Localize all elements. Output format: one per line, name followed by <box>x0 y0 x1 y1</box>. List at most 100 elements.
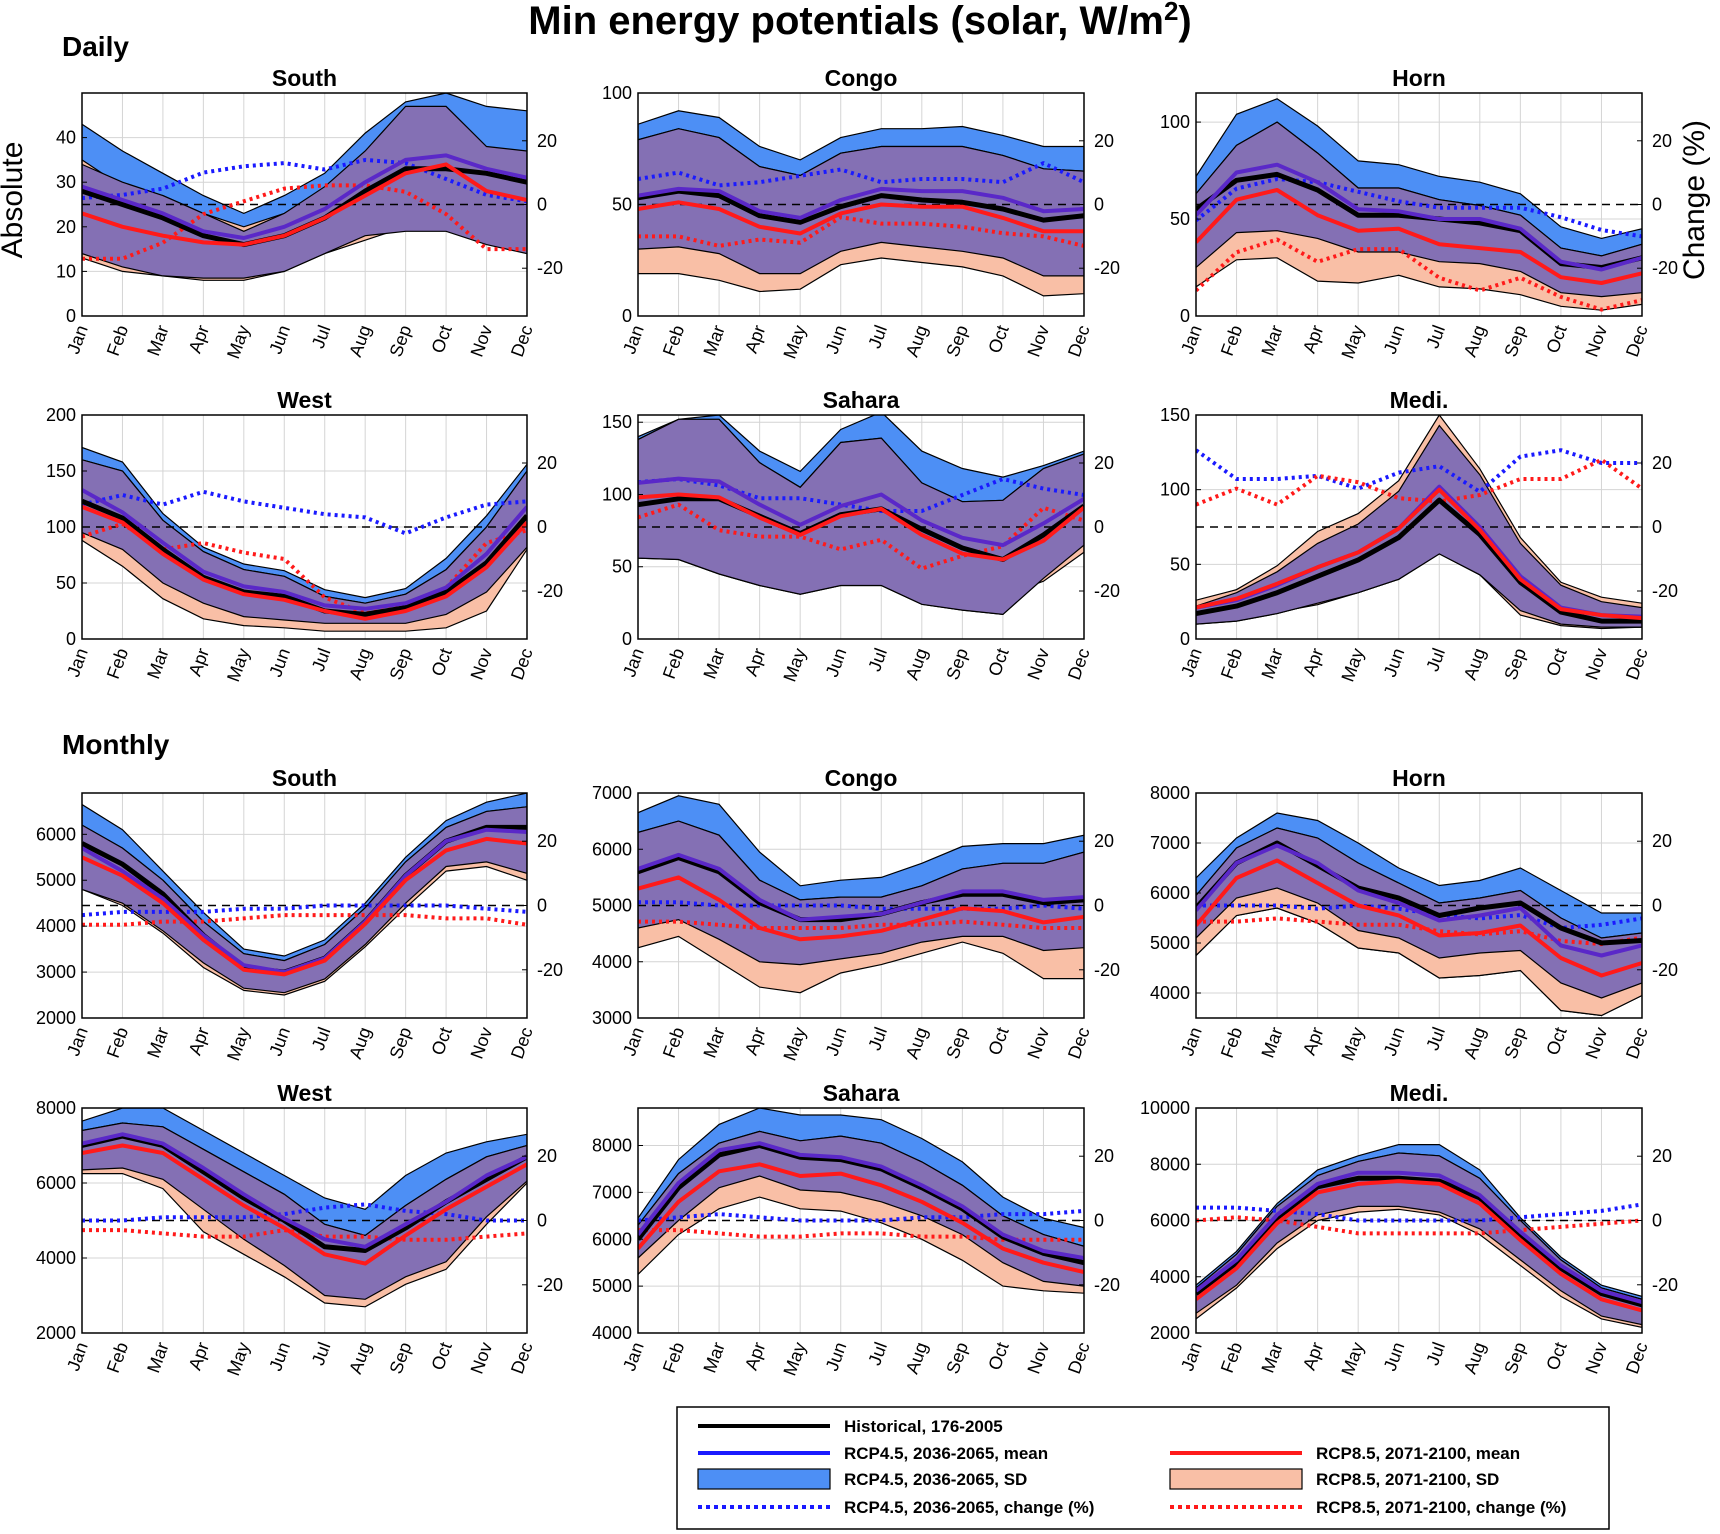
panel-daily-sahara: 0 50 100 150 -20 0 20 Jan Feb Mar Apr May Jun Jul Aug S… <box>602 387 1120 684</box>
x-tick-label: Dec <box>1622 323 1652 360</box>
x-tick-label: Jun <box>265 646 294 680</box>
y-tick-label: 8000 <box>1150 783 1190 803</box>
y2-tick-label: 20 <box>1094 1146 1114 1166</box>
y-tick-label: 5000 <box>592 896 632 916</box>
y-tick-label: 8000 <box>592 1136 632 1156</box>
overlap-band <box>1196 424 1642 628</box>
plot-area <box>1196 1144 1642 1329</box>
x-tick-label: Feb <box>1217 1340 1246 1376</box>
x-tick-label: Apr <box>185 646 213 679</box>
y2-tick-label: 20 <box>537 831 557 851</box>
y-tick-label: 20 <box>56 217 76 237</box>
y2-tick-label: 0 <box>1652 1211 1662 1231</box>
x-tick-label: Jul <box>864 1025 891 1053</box>
x-tick-label: May <box>223 1025 253 1064</box>
y2-tick-label: 20 <box>1094 831 1114 851</box>
x-tick-label: Jan <box>63 1340 92 1374</box>
rcp85-mean-line <box>82 1143 527 1266</box>
x-tick-label: Sep <box>386 323 416 360</box>
y-tick-label: 5000 <box>1150 933 1190 953</box>
y2-tick-label: 0 <box>1094 1211 1104 1231</box>
panel-title: South <box>272 765 337 791</box>
x-tick-label: Nov <box>467 323 497 360</box>
figure-title: Min energy potentials (solar, W/m2) <box>528 0 1191 43</box>
y2-tick-label: -20 <box>1652 1275 1678 1295</box>
figure-title-main: Min energy potentials (solar, W/m <box>528 0 1164 43</box>
panel-title: Sahara <box>823 1080 900 1106</box>
x-tick-label: Jun <box>1380 646 1409 680</box>
x-tick-label: Dec <box>507 646 537 683</box>
y-tick-label: 5000 <box>36 870 76 890</box>
y-tick-label: 5000 <box>592 1276 632 1296</box>
x-tick-label: Oct <box>427 646 455 679</box>
y-tick-label: 100 <box>46 517 76 537</box>
x-tick-label: Feb <box>103 323 132 359</box>
x-tick-label: Jul <box>308 1025 335 1053</box>
x-tick-label: Jun <box>822 1340 851 1374</box>
rcp45-change-line <box>638 161 1084 188</box>
y2-tick-label: 0 <box>537 195 547 215</box>
x-tick-label: Jun <box>265 323 294 357</box>
rcp45-mean-line <box>638 852 1084 922</box>
x-tick-label: Jun <box>265 1340 294 1374</box>
overlap-band <box>638 820 1084 966</box>
x-tick-label: Jul <box>864 646 891 674</box>
rcp85-mean-line <box>82 504 527 621</box>
legend: Historical, 176-2005 RCP4.5, 2036-2065, … <box>676 1406 1610 1530</box>
x-tick-label: Nov <box>1581 1025 1611 1062</box>
legend-label-rcp85-sd: RCP8.5, 2071-2100, SD <box>1316 1470 1499 1489</box>
y-tick-label: 50 <box>56 573 76 593</box>
x-tick-label: May <box>1338 1025 1368 1064</box>
x-tick-label: Dec <box>1064 646 1094 683</box>
x-tick-label: Dec <box>1064 1340 1094 1377</box>
y-tick-label: 4000 <box>1150 983 1190 1003</box>
x-tick-label: Oct <box>1542 323 1570 356</box>
plot-area <box>1196 98 1642 312</box>
y-tick-label: 100 <box>1160 480 1190 500</box>
rcp45-change-line <box>82 1202 527 1223</box>
panel-title: Congo <box>825 765 898 791</box>
x-tick-label: Feb <box>659 1025 688 1061</box>
rcp85-mean-line <box>82 836 527 977</box>
x-tick-label: Jan <box>1177 323 1206 357</box>
y-tick-label: 6000 <box>36 824 76 844</box>
rcp45-mean-line <box>1196 1170 1642 1305</box>
x-tick-label: Mar <box>699 1340 728 1376</box>
y-tick-label: 3000 <box>592 1008 632 1028</box>
rcp45-change-line <box>638 900 1084 911</box>
x-tick-label: Dec <box>1622 1025 1652 1062</box>
y2-tick-label: -20 <box>537 581 563 601</box>
y-tick-label: 2000 <box>1150 1323 1190 1343</box>
y-tick-label: 2000 <box>36 1323 76 1343</box>
y-tick-label: 150 <box>1160 405 1190 425</box>
y-tick-label: 4000 <box>36 1248 76 1268</box>
y2-tick-label: 0 <box>1652 896 1662 916</box>
plot-area <box>82 793 527 996</box>
x-tick-label: Oct <box>1542 646 1570 679</box>
x-tick-label: Nov <box>1581 1340 1611 1377</box>
x-tick-label: Apr <box>1299 1025 1327 1058</box>
y2-tick-label: 0 <box>537 517 547 537</box>
x-tick-label: Jul <box>1422 1340 1449 1368</box>
rcp85-change-line <box>1196 1215 1642 1236</box>
x-tick-label: Oct <box>427 1025 455 1058</box>
y2-tick-label: 0 <box>1094 517 1104 537</box>
y2-tick-label: 0 <box>537 896 547 916</box>
y2-tick-label: 0 <box>1652 517 1662 537</box>
y2-tick-label: 20 <box>1652 131 1672 151</box>
plot-area <box>82 93 527 281</box>
legend-label-rcp85-mean: RCP8.5, 2071-2100, mean <box>1316 1444 1520 1463</box>
figure-title-superscript: 2 <box>1164 0 1178 26</box>
y2-tick-label: 20 <box>1652 1146 1672 1166</box>
y-tick-label: 0 <box>66 306 76 326</box>
x-tick-label: Mar <box>143 1025 172 1061</box>
panel-title: Congo <box>825 65 898 91</box>
x-tick-label: Oct <box>984 1025 1012 1058</box>
y2-tick-label: 0 <box>1094 195 1104 215</box>
x-tick-label: Aug <box>1460 1340 1490 1377</box>
section-label-daily: Daily <box>62 31 129 62</box>
y-tick-label: 6000 <box>592 1229 632 1249</box>
rcp45-mean-line <box>638 476 1084 548</box>
panel-title: Horn <box>1392 65 1446 91</box>
x-tick-label: Sep <box>942 1025 972 1062</box>
